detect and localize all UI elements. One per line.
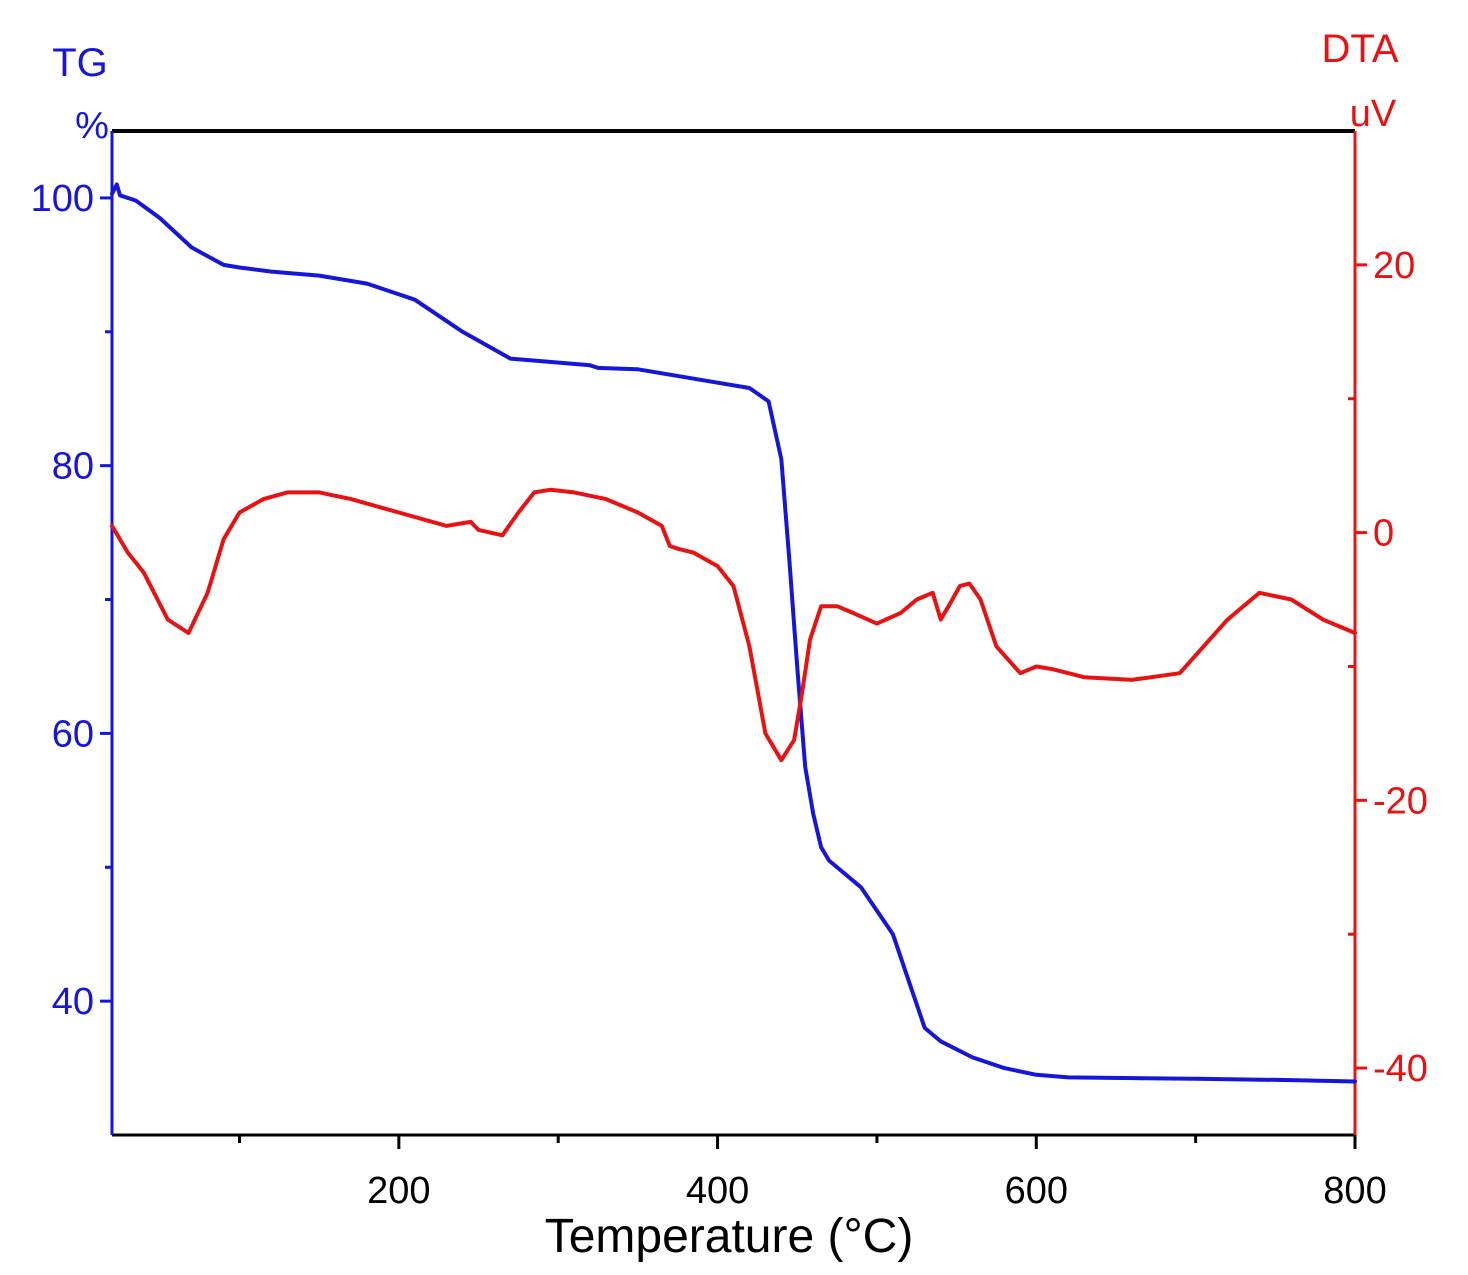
tg-tick-label-60: 60 xyxy=(52,713,94,755)
x-tick-label-800: 800 xyxy=(1323,1170,1386,1212)
plot-frame xyxy=(112,131,1355,1135)
tg-tick-label-100: 100 xyxy=(31,178,94,220)
dta-tick-label--40: -40 xyxy=(1373,1048,1428,1090)
left-axis-title: TG xyxy=(52,41,108,85)
right-axis-title: DTA xyxy=(1321,27,1398,71)
dta-tick-label-20: 20 xyxy=(1373,245,1415,287)
tg-tick-label-80: 80 xyxy=(52,446,94,488)
left-axis-unit: % xyxy=(75,105,109,147)
dta-tick-label-0: 0 xyxy=(1373,513,1394,555)
dta-series-line xyxy=(110,487,1357,763)
x-tick-label-400: 400 xyxy=(686,1170,749,1212)
x-tick-label-200: 200 xyxy=(367,1170,430,1212)
x-axis-title: Temperature (°C) xyxy=(545,1210,914,1263)
dta-tick-label--20: -20 xyxy=(1373,780,1428,822)
tg-series-line xyxy=(110,182,1357,1084)
x-tick-label-600: 600 xyxy=(1005,1170,1068,1212)
tg-tick-label-40: 40 xyxy=(52,981,94,1023)
right-axis-unit: uV xyxy=(1350,93,1397,135)
